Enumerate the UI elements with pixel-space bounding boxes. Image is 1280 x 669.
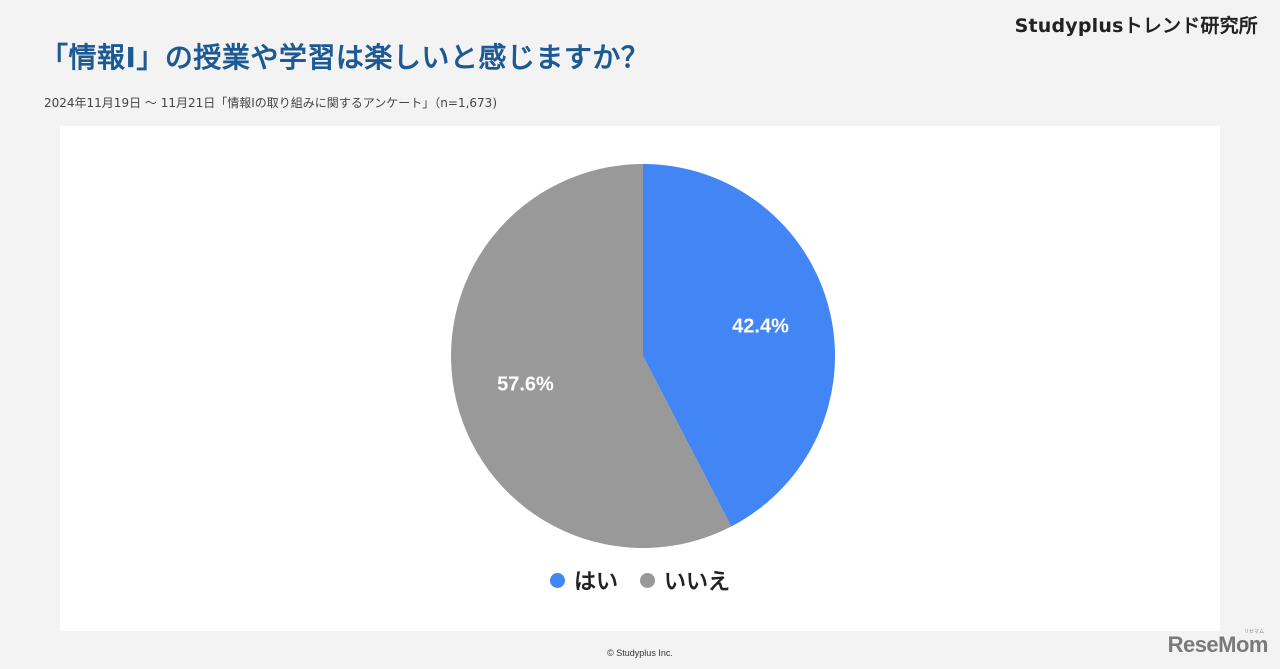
survey-subtitle: 2024年11月19日 〜 11月21日「情報Ⅰの取り組みに関するアンケート」（… — [44, 96, 498, 110]
page-title: 「情報Ⅰ」の授業や学習は楽しいと感じますか？ — [40, 41, 650, 74]
pie-slice-yes — [643, 164, 835, 527]
legend-dot-icon — [549, 572, 565, 588]
brand-logo: Studyplusトレンド研究所 — [1014, 15, 1258, 37]
pie-chart — [450, 164, 835, 548]
legend-item-no: いいえ — [640, 564, 730, 596]
watermark-ruby: リセマム — [1243, 629, 1264, 635]
legend-label: はい — [573, 570, 618, 595]
resemom-watermark-logo: ReseMom — [1167, 632, 1269, 657]
pie-slice-no — [450, 164, 732, 548]
legend-item-yes: はい — [549, 564, 618, 596]
legend-dot-icon — [640, 572, 655, 588]
slice-label-yes: 42.4% — [732, 315, 789, 338]
legend-label: いいえ — [664, 570, 731, 595]
chart-panel: 42.4% 57.6% はい いいえ — [60, 126, 1220, 631]
copyright-text: © Studyplus Inc. — [607, 648, 673, 658]
slice-label-no: 57.6% — [497, 373, 554, 396]
chart-legend: はい いいえ — [60, 564, 1220, 596]
